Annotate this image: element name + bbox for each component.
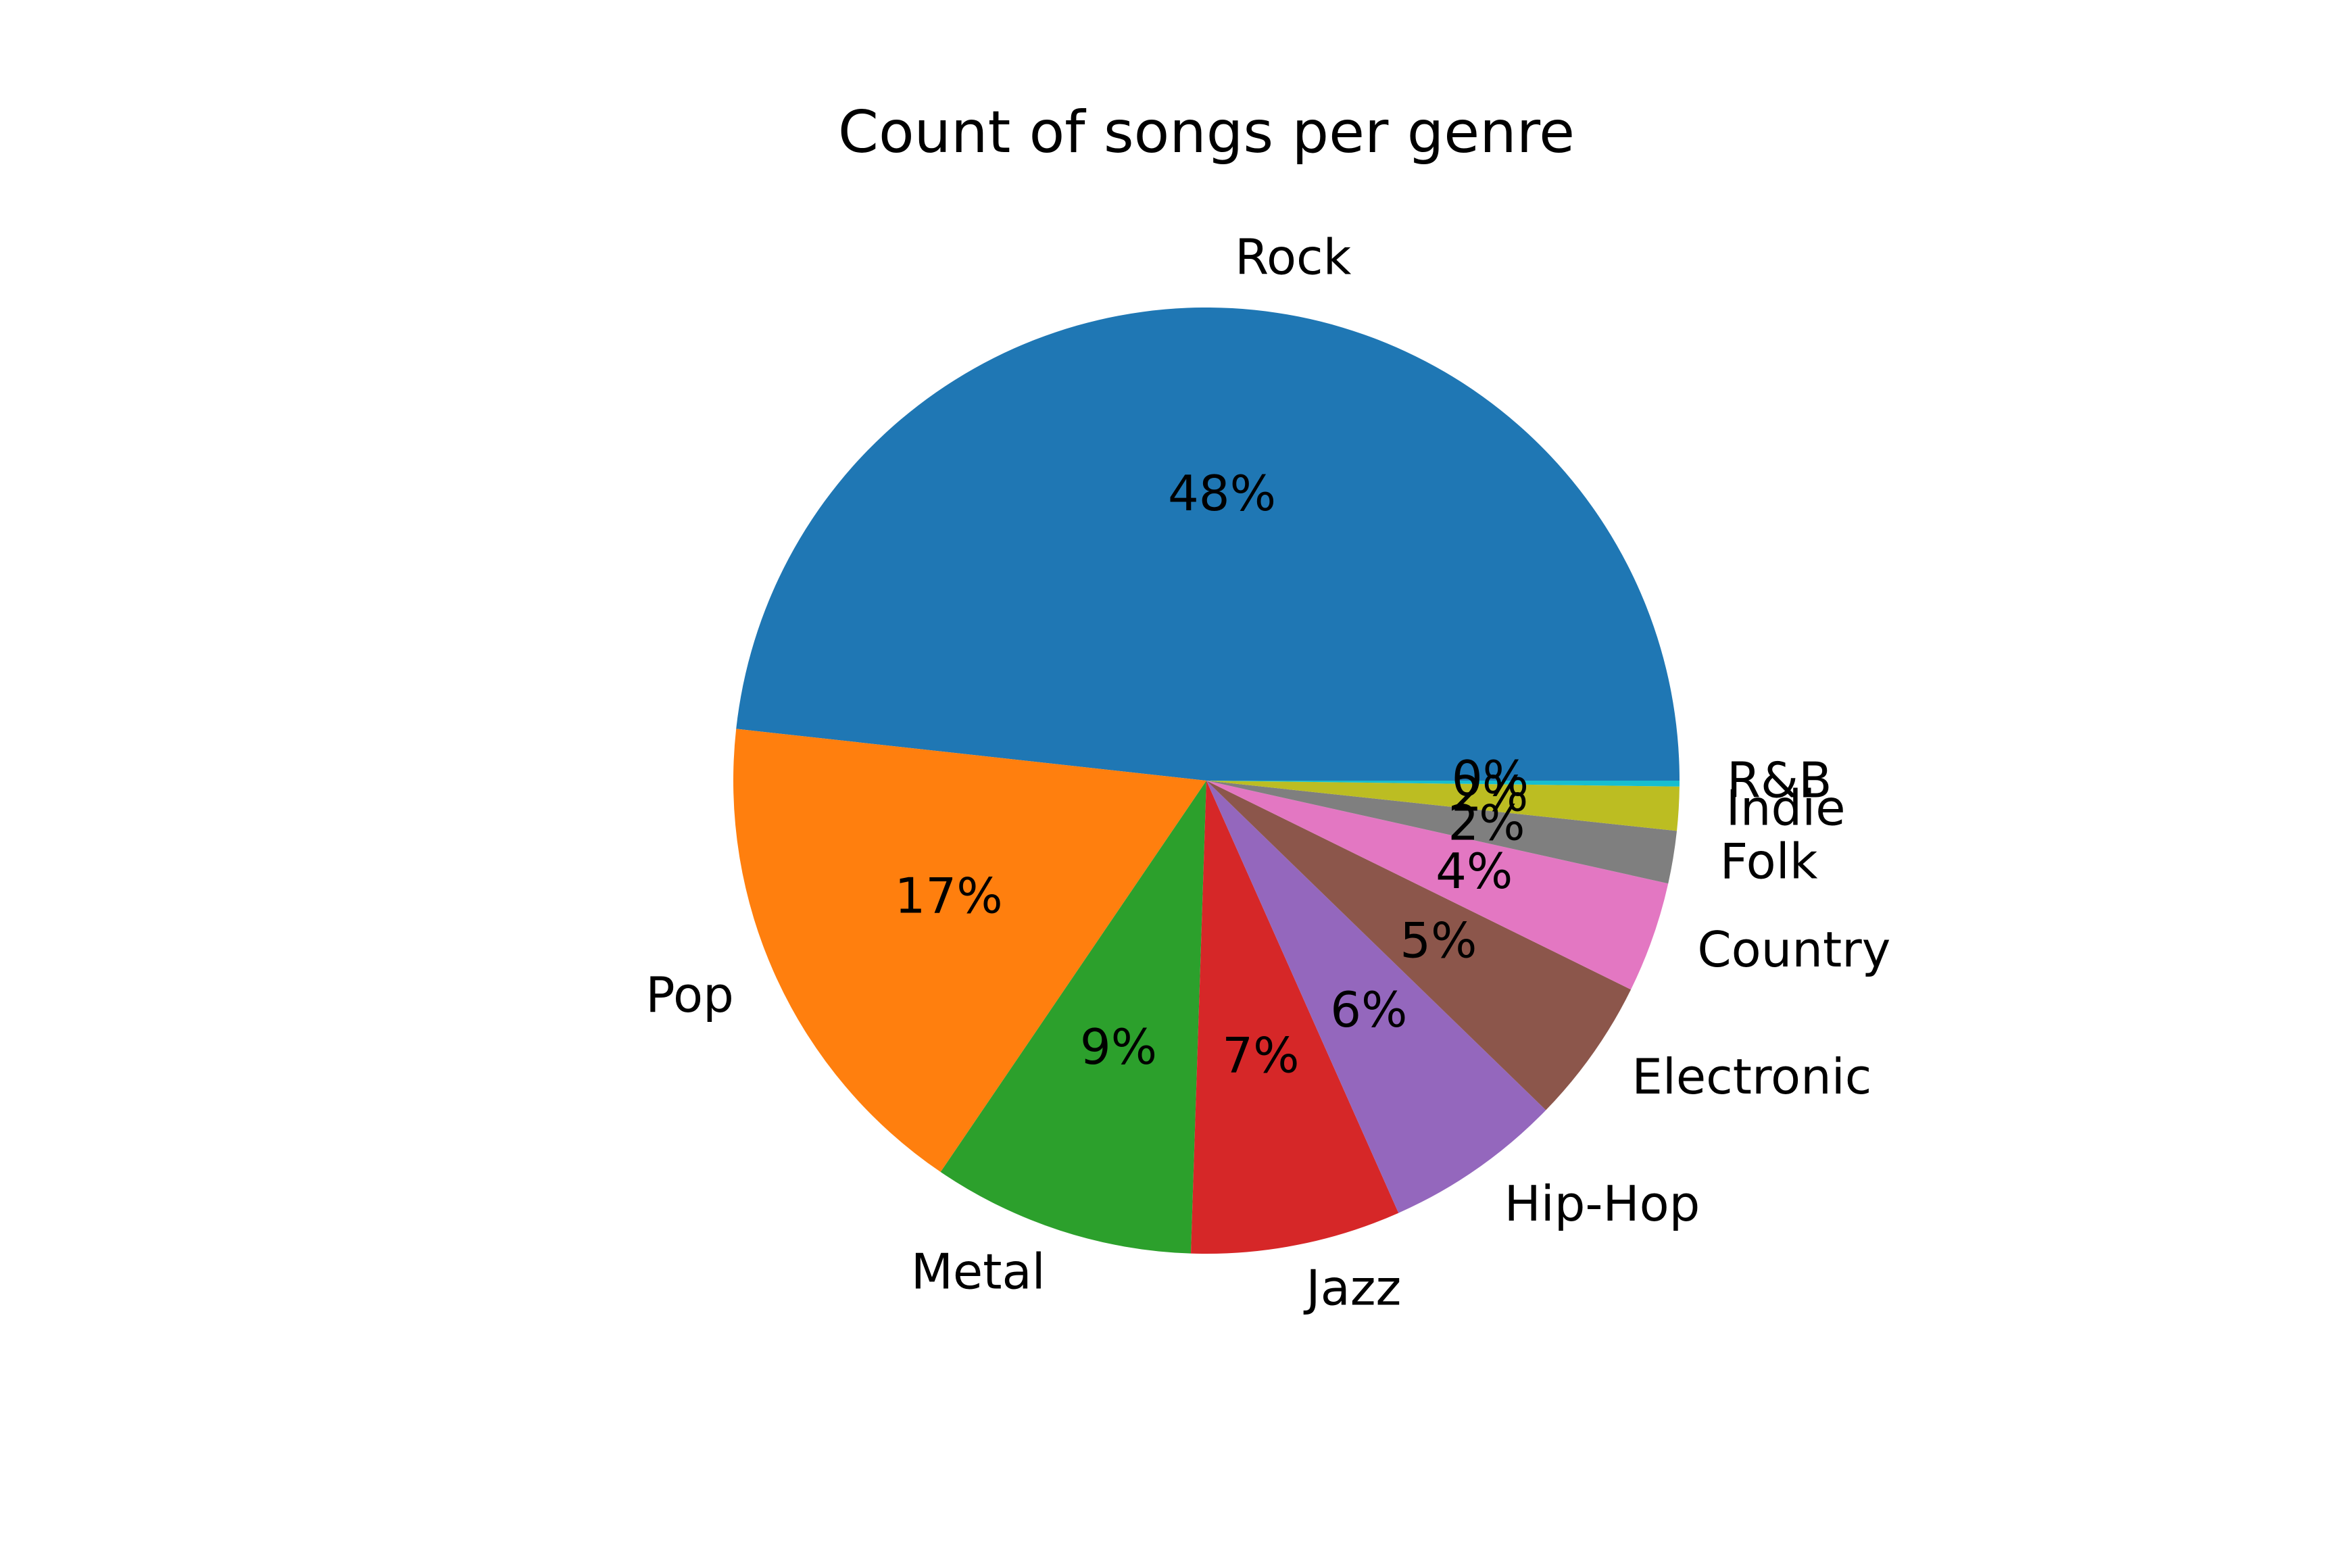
pie-slice-electronic [1206,781,1632,1110]
percent-label-metal: 9% [1080,1019,1157,1075]
percent-label-pop: 17% [895,867,1003,924]
percent-label-electronic: 5% [1400,912,1477,969]
slice-label-hip-hop: Hip-Hop [1504,1175,1700,1232]
slice-label-r-b: R&B [1727,752,1832,808]
pie-slice-jazz [1190,781,1399,1254]
percent-labels: 48%17%9% 7%6%5%4%2%2%0% [895,465,1529,1084]
slice-labels: Rock Pop Metal Jazz Hip-Hop Electronic Country… [645,229,1890,1317]
chart-title: Count of songs per genre [838,99,1575,166]
percent-label-rock: 48% [1168,465,1276,522]
pie-slice-folk [1206,781,1677,884]
percent-label-indie: 2% [1451,765,1528,822]
percent-label-hip-hop: 6% [1330,981,1407,1038]
slice-label-indie: Indie [1726,779,1846,836]
slice-label-metal: Metal [911,1244,1046,1300]
slice-label-electronic: Electronic [1632,1048,1871,1105]
pie-slice-rock [736,308,1680,781]
slice-label-jazz: Jazz [1303,1259,1401,1316]
slice-label-country: Country [1697,921,1890,978]
pie-slice-metal [940,781,1206,1254]
slice-label-folk: Folk [1720,833,1818,889]
pie-slice-indie [1206,781,1680,831]
percent-label-country: 4% [1436,843,1513,900]
pie-slice-hip-hop [1206,781,1546,1213]
pie-slice-r-b [1206,781,1680,787]
pie-slice-country [1206,781,1669,990]
percent-label-r-b: 0% [1452,750,1529,807]
slice-label-pop: Pop [645,966,734,1023]
pie-slice-pop [733,729,1206,1173]
percent-label-folk: 2% [1448,795,1525,852]
slice-label-rock: Rock [1235,229,1351,286]
pie-slices [733,308,1680,1254]
percent-label-jazz: 7% [1222,1027,1299,1084]
